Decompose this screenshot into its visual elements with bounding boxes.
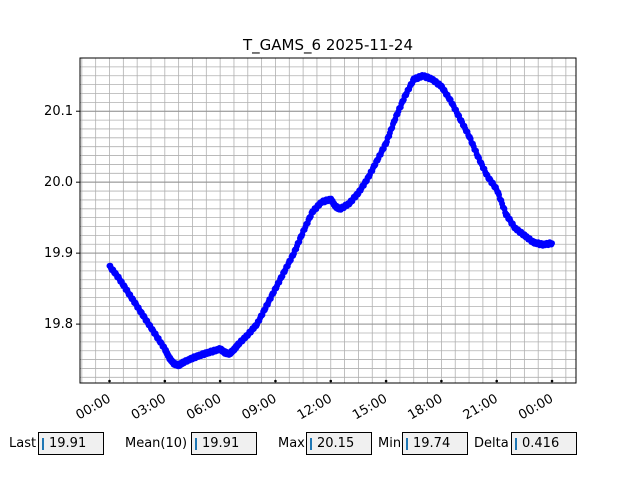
plot-area-frame bbox=[79, 57, 577, 384]
x-tick-mark bbox=[108, 379, 111, 383]
stat-value-delta: 0.416 bbox=[511, 432, 577, 455]
x-tick-mark bbox=[163, 379, 167, 383]
x-tick-label: 12:00 bbox=[295, 391, 335, 423]
y-tick-label: 20.1 bbox=[44, 104, 73, 119]
y-tick-label: 20.0 bbox=[44, 175, 73, 190]
x-tick-label: 15:00 bbox=[350, 391, 390, 423]
x-tick-label: 09:00 bbox=[240, 391, 280, 423]
stat-label-delta: Delta bbox=[474, 436, 509, 451]
x-tick-mark bbox=[218, 379, 222, 383]
stat-label-mean: Mean(10) bbox=[125, 436, 188, 451]
x-tick-label: 06:00 bbox=[184, 391, 224, 423]
stat-value-max: 20.15 bbox=[306, 432, 372, 455]
x-tick-mark bbox=[384, 379, 388, 383]
stat-value-min: 19.74 bbox=[402, 432, 468, 455]
axis-ticks: 19.8 19.9 20.0 20.1 00:00 03:00 06:00 09:00 12:0… bbox=[44, 104, 556, 423]
grid-lines bbox=[80, 57, 576, 383]
data-point bbox=[549, 240, 555, 247]
temperature-series bbox=[106, 72, 555, 370]
stat-value-last: 19.91 bbox=[38, 432, 104, 455]
x-tick-mark bbox=[495, 379, 499, 383]
x-tick-label: 00:00 bbox=[74, 391, 114, 423]
y-tick-label: 19.9 bbox=[44, 246, 73, 261]
x-tick-mark bbox=[440, 379, 443, 383]
x-tick-label: 18:00 bbox=[405, 391, 445, 423]
y-tick-label: 19.8 bbox=[44, 317, 73, 332]
chart-title: T_GAMS_6 2025-11-24 bbox=[242, 36, 413, 55]
stat-value-mean: 19.91 bbox=[191, 432, 257, 455]
stat-label-last: Last bbox=[9, 436, 37, 451]
stat-label-max: Max bbox=[278, 436, 305, 451]
x-tick-mark bbox=[550, 379, 554, 383]
x-tick-label: 21:00 bbox=[461, 391, 501, 423]
x-tick-mark bbox=[329, 379, 333, 383]
x-tick-label: 03:00 bbox=[129, 391, 169, 423]
x-tick-label: 00:00 bbox=[516, 391, 556, 423]
x-tick-mark bbox=[274, 379, 277, 383]
stat-label-min: Min bbox=[378, 436, 402, 451]
